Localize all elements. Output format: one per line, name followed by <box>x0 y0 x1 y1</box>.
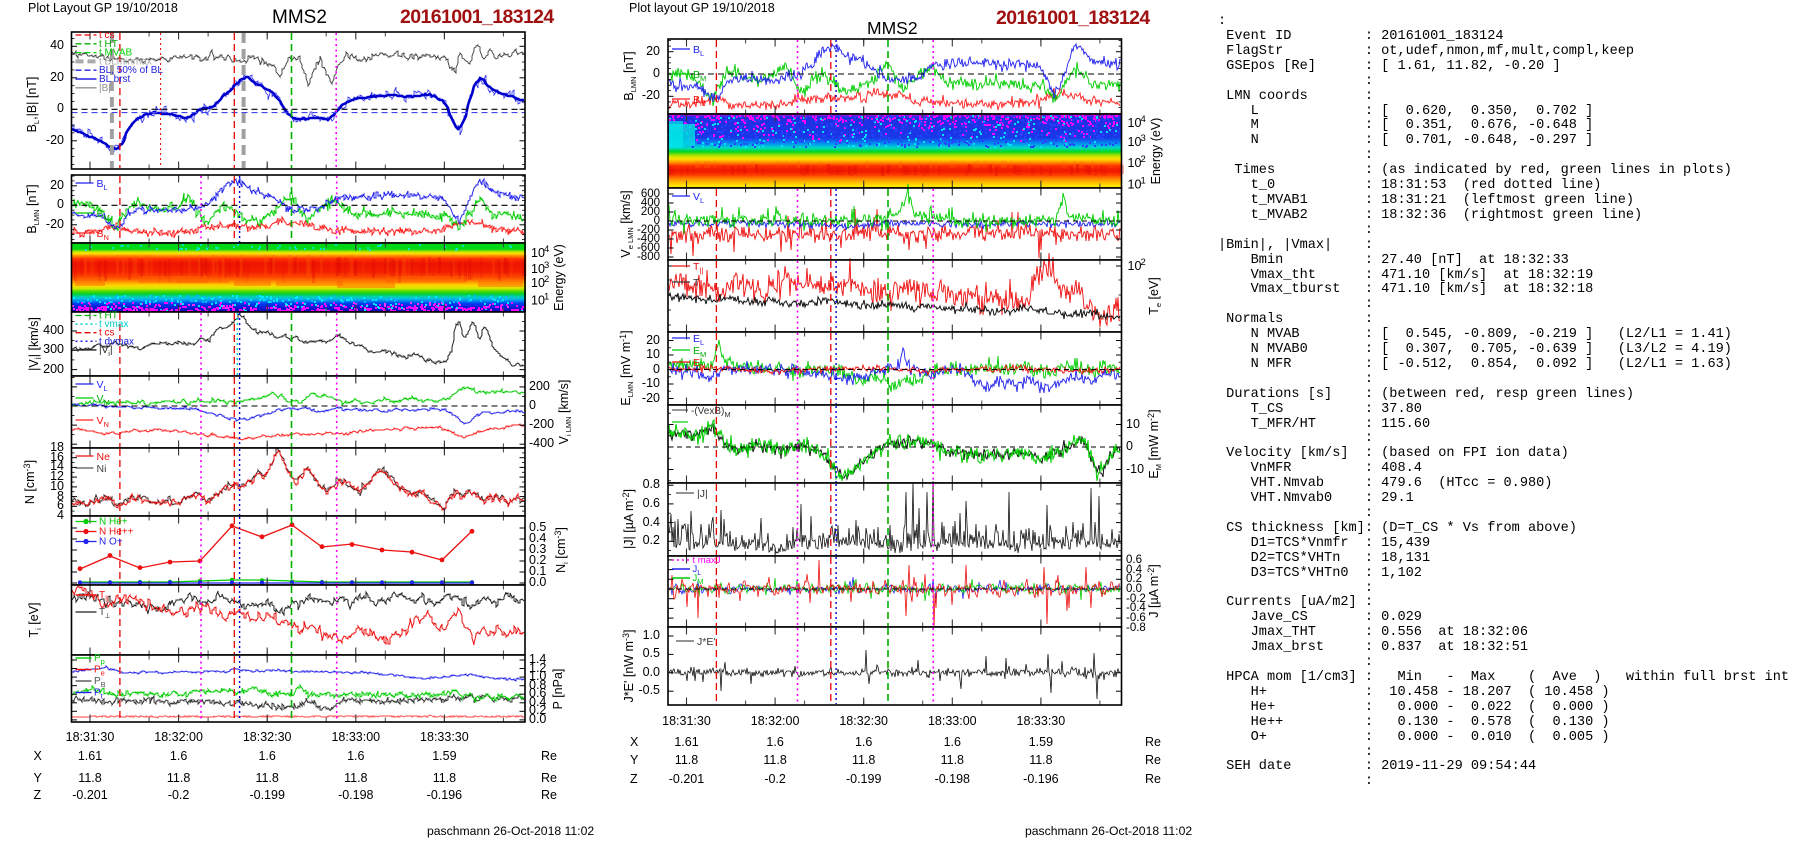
svg-text:t vmax: t vmax <box>99 319 128 330</box>
svg-text:PB: PB <box>94 676 106 689</box>
svg-text:t HT: t HT <box>99 39 118 50</box>
svg-text:JM: JM <box>693 573 704 586</box>
svg-text:3: 3 <box>1141 133 1146 144</box>
svg-text:|Vi| [km/s]: |Vi| [km/s] <box>27 317 43 371</box>
svg-text:Energy (eV): Energy (eV) <box>1149 118 1163 185</box>
svg-text:Pt: Pt <box>94 688 104 701</box>
svg-text:N [cm-3]: N [cm-3] <box>22 460 37 504</box>
svg-text:t cs: t cs <box>99 30 115 41</box>
svg-text:|J| [µA m-2]: |J| [µA m-2] <box>621 489 636 549</box>
svg-text:P [nPa]: P [nPa] <box>551 669 565 710</box>
svg-text:t maxJ: t maxJ <box>693 555 721 566</box>
svg-text:EL: EL <box>693 333 704 347</box>
svg-text:BL: BL <box>97 178 108 192</box>
svg-text:Ni: Ni <box>97 463 107 475</box>
svg-text:-(VexB)M: -(VexB)M <box>691 406 731 419</box>
svg-text:JL: JL <box>693 564 702 577</box>
svg-text:|Vi|: |Vi| <box>99 345 113 358</box>
svg-text:BL,|B| [nT]: BL,|B| [nT] <box>25 77 41 133</box>
svg-text:10: 10 <box>531 246 545 260</box>
svg-text:10: 10 <box>1128 177 1142 191</box>
svg-text:1: 1 <box>1141 175 1146 186</box>
svg-text:10: 10 <box>531 294 545 308</box>
svg-text:|B|: |B| <box>99 83 111 94</box>
svg-text:|J|: |J| <box>697 488 708 500</box>
svg-text:4: 4 <box>1141 114 1146 125</box>
svg-text:N He+: N He+ <box>99 517 128 528</box>
svg-text:t MVAB: t MVAB <box>99 48 132 59</box>
svg-text:N He++: N He++ <box>99 527 134 538</box>
svg-text:N O+: N O+ <box>99 537 123 548</box>
svg-text:2: 2 <box>1141 257 1146 268</box>
svg-text:T⟂: T⟂ <box>99 607 111 620</box>
svg-text:1: 1 <box>544 292 549 303</box>
svg-text:10: 10 <box>1128 116 1142 130</box>
svg-text:10: 10 <box>531 262 545 276</box>
svg-text:Te [eV]: Te [eV] <box>1147 277 1163 315</box>
svg-text:Vi LMN [km/s]: Vi LMN [km/s] <box>557 380 573 445</box>
svg-text:BL: BL <box>693 44 704 58</box>
svg-text:T: T <box>693 277 700 289</box>
svg-text:t dvmax: t dvmax <box>99 336 134 347</box>
svg-text:T||: T|| <box>693 261 703 275</box>
svg-text:10: 10 <box>1128 135 1142 149</box>
svg-text:Ne: Ne <box>97 451 111 463</box>
svg-text:10: 10 <box>531 276 545 290</box>
svg-text:T||: T|| <box>99 590 109 603</box>
svg-text:10: 10 <box>1128 156 1142 170</box>
svg-text:3: 3 <box>544 260 549 271</box>
svg-text:J*E': J*E' <box>697 636 715 648</box>
svg-text:4: 4 <box>544 244 549 255</box>
svg-text:Pe: Pe <box>94 665 105 678</box>
svg-text:BL, 50% of BL: BL, 50% of BL <box>99 65 163 76</box>
svg-text:VL: VL <box>693 191 704 205</box>
svg-text:EM [mW m-2]: EM [mW m-2] <box>1146 409 1163 478</box>
svg-text:2: 2 <box>1141 154 1146 165</box>
svg-text:t cs: t cs <box>99 328 115 339</box>
svg-text:VL: VL <box>97 379 108 393</box>
svg-text:Ni [cm-3]: Ni [cm-3] <box>553 527 570 573</box>
svg-text:J*E' [nW m-3]: J*E' [nW m-3] <box>621 630 636 703</box>
svg-text:t HT: t HT <box>99 311 118 322</box>
svg-text:Energy (eV): Energy (eV) <box>552 244 566 311</box>
svg-text:Ti [eV]: Ti [eV] <box>27 602 43 637</box>
svg-text:2: 2 <box>544 274 549 285</box>
svg-text:Pp: Pp <box>94 653 105 666</box>
svg-text:J [µA m-2]: J [µA m-2] <box>1146 564 1161 617</box>
svg-text:BL brst: BL brst <box>99 74 131 85</box>
svg-text:10: 10 <box>1128 259 1142 273</box>
svg-text:t BLminmax: t BLminmax <box>99 56 152 67</box>
